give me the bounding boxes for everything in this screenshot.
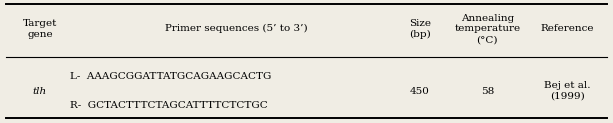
Text: tlh: tlh (32, 86, 47, 96)
Text: Size
(bp): Size (bp) (409, 19, 431, 39)
Text: R-  GCTACTTTCTAGCATTTTCTCTGC: R- GCTACTTTCTAGCATTTTCTCTGC (70, 101, 268, 110)
Text: 58: 58 (481, 86, 494, 96)
Text: Reference: Reference (540, 24, 594, 33)
Text: Bej et al.
(1999): Bej et al. (1999) (544, 81, 590, 101)
Text: 450: 450 (410, 86, 430, 96)
Text: Annealing
temperature
(°C): Annealing temperature (°C) (454, 14, 520, 44)
Text: Target
gene: Target gene (23, 19, 57, 39)
Text: Primer sequences (5’ to 3’): Primer sequences (5’ to 3’) (165, 24, 307, 33)
Text: L-  AAAGCGGATTATGCAGAAGCACTG: L- AAAGCGGATTATGCAGAAGCACTG (70, 72, 272, 81)
